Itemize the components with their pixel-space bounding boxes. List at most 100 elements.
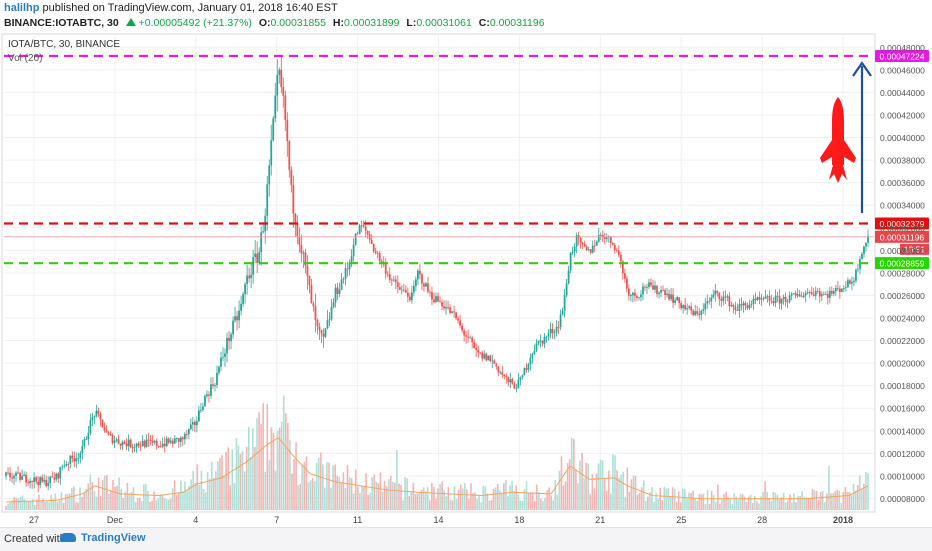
x-axis[interactable]: 27 Dec 4 7 11 14 18 21 25 28 2018 xyxy=(29,515,853,525)
candle-body xyxy=(529,357,532,365)
x-tick-label: 4 xyxy=(193,515,198,525)
candle-body xyxy=(672,294,674,303)
candle-body xyxy=(857,268,859,270)
candle-body xyxy=(260,232,263,253)
volume-bar xyxy=(544,497,546,510)
volume-bar xyxy=(354,469,357,510)
candle-body xyxy=(13,475,15,479)
volume-bar xyxy=(116,485,118,510)
candle-body xyxy=(197,410,200,422)
candle-body xyxy=(161,443,164,447)
tradingview-brand-link[interactable]: TradingView xyxy=(60,532,146,544)
candle-body xyxy=(654,285,656,290)
volume-bar xyxy=(108,493,110,510)
published-text: published on TradingView.com, January 01… xyxy=(42,2,338,14)
candle-body xyxy=(328,319,331,321)
candle-body xyxy=(252,257,255,275)
candle-body xyxy=(85,439,88,441)
candle-body xyxy=(163,443,166,447)
volume-bar xyxy=(737,499,740,510)
volume-bar xyxy=(603,479,606,510)
volume-bar xyxy=(262,403,264,510)
volume-bar xyxy=(661,500,664,510)
candle-body xyxy=(123,441,126,444)
candle-body xyxy=(89,420,92,434)
last-price-label: 0.00031196 xyxy=(880,232,925,242)
candle-body xyxy=(23,474,25,476)
x-tick-label: 27 xyxy=(29,515,39,525)
volume-bar xyxy=(527,493,530,510)
levels[interactable]: 0.00047224 0.00032379 0.00028859 0.00031196… xyxy=(4,50,929,270)
candle-body xyxy=(744,303,747,306)
volume-bar xyxy=(140,500,143,510)
volume-bar xyxy=(219,458,221,510)
volume-bar xyxy=(79,487,81,510)
volume-bar xyxy=(188,485,190,510)
candle-body xyxy=(790,294,793,296)
volume-bar xyxy=(706,490,709,510)
volume-bar xyxy=(758,503,760,510)
x-tick-label: 14 xyxy=(433,515,443,525)
volume-bar xyxy=(682,488,684,510)
volume-bar xyxy=(679,502,682,510)
volume-bar xyxy=(856,485,859,510)
candle-body xyxy=(306,265,309,276)
volume-bar xyxy=(400,485,402,510)
volume-bar xyxy=(768,498,771,510)
candle-body xyxy=(722,296,725,301)
volume-bar xyxy=(735,496,738,510)
volume-bar xyxy=(186,491,188,510)
candle-body xyxy=(81,446,84,454)
username-link[interactable]: halilhp xyxy=(4,2,40,14)
volume-bar xyxy=(457,489,460,510)
candle-body xyxy=(250,274,253,279)
volume-bar xyxy=(27,501,30,510)
candle-body xyxy=(79,453,82,458)
volume-bar xyxy=(581,453,583,510)
series-legend[interactable]: IOTA/BTC, 30, BINANCE xyxy=(8,39,121,50)
volume-bar xyxy=(280,421,283,510)
candle-body xyxy=(29,480,32,484)
volume-bar xyxy=(319,452,322,510)
candle-body xyxy=(621,261,624,274)
volume-bar xyxy=(346,465,349,510)
volume-bar xyxy=(628,491,631,510)
volume-bar xyxy=(7,503,9,510)
volume-bar xyxy=(653,501,655,510)
volume-bar xyxy=(363,485,365,510)
candle-body xyxy=(609,236,612,244)
candle-body xyxy=(652,285,654,290)
candle-body xyxy=(664,290,666,296)
volume-bar xyxy=(387,479,390,510)
candle-body xyxy=(615,250,618,251)
candle-body xyxy=(189,424,192,429)
volume-bar xyxy=(764,481,766,510)
volume-bar xyxy=(289,440,291,510)
volume-bar xyxy=(132,487,135,510)
volume-legend[interactable]: Vol (20) xyxy=(8,53,43,64)
volume-bar xyxy=(200,470,203,510)
volume-bar xyxy=(453,486,456,510)
price-chart[interactable]: 0.00047224 0.00032379 0.00028859 0.00031196… xyxy=(0,0,932,527)
volume-bar xyxy=(509,485,511,510)
volume-bar xyxy=(270,427,273,510)
resistance-tag xyxy=(875,217,929,230)
y-axis[interactable]: 0.00048000 0.00046000 0.00044000 0.00042000… xyxy=(880,43,925,504)
candle-body xyxy=(603,237,606,240)
volume-bar xyxy=(85,488,88,510)
candle-body xyxy=(412,285,415,293)
candle-body xyxy=(734,306,737,310)
volume-bar xyxy=(264,471,267,510)
candle-body xyxy=(847,280,849,288)
volume-bar xyxy=(5,505,7,510)
volume-bar xyxy=(484,486,487,510)
volume-bar xyxy=(62,503,65,510)
volume-bar xyxy=(850,494,853,510)
candle-body xyxy=(493,360,496,364)
candle-body xyxy=(300,244,303,254)
candle-body xyxy=(214,384,216,386)
symbol-line[interactable]: BINANCE:IOTABTC, 30 xyxy=(4,17,119,29)
volume-bar xyxy=(698,493,701,510)
volume-bar xyxy=(774,492,777,510)
volume-bar xyxy=(299,483,301,510)
